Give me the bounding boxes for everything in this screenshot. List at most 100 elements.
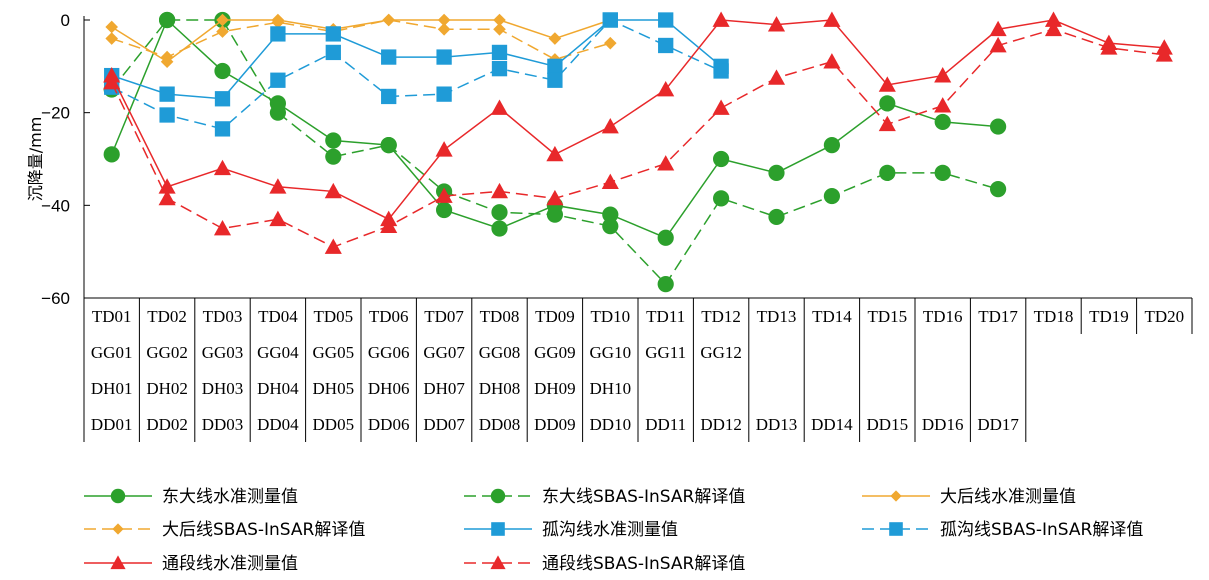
chart-axes: 0 −20 −40 −60 沉降量/mm	[26, 11, 90, 308]
y-tick-label: −20	[41, 104, 70, 123]
category-label: DD03	[202, 415, 244, 434]
data-point	[604, 36, 617, 50]
data-point	[658, 37, 674, 54]
category-label: DD15	[867, 415, 909, 434]
category-label: TD01	[92, 307, 132, 326]
data-point	[768, 164, 785, 181]
series	[104, 12, 729, 137]
data-point	[602, 206, 619, 223]
data-point	[989, 36, 1007, 53]
legend-item: 通段线水准测量值	[84, 554, 298, 574]
data-point	[159, 11, 176, 29]
category-label: TD17	[978, 307, 1018, 326]
category-label: DD05	[313, 415, 355, 434]
category-label: TD09	[535, 307, 575, 326]
category-label: DD14	[811, 415, 853, 434]
category-label: DD16	[922, 415, 964, 434]
data-point	[270, 26, 286, 42]
data-point	[216, 25, 229, 38]
data-point	[602, 218, 619, 235]
data-point	[548, 32, 562, 45]
category-label: DD13	[756, 415, 798, 434]
y-tick-label: 0	[61, 11, 70, 30]
category-label: TD08	[480, 307, 520, 326]
category-label: TD13	[757, 307, 797, 326]
legend-label: 大后线SBAS-InSAR解译值	[162, 520, 365, 540]
data-point	[490, 555, 506, 570]
data-point	[436, 201, 453, 219]
category-label: DH08	[479, 379, 521, 398]
data-point	[437, 22, 451, 36]
legend-label: 孤沟线水准测量值	[542, 520, 678, 540]
category-label: TD19	[1089, 307, 1129, 326]
data-point	[436, 86, 452, 102]
data-point	[879, 95, 896, 112]
data-point	[381, 88, 397, 105]
data-point	[491, 220, 508, 237]
data-point	[547, 72, 563, 88]
data-point	[712, 11, 730, 27]
series-line	[111, 19, 722, 130]
category-label: DD17	[977, 415, 1019, 434]
category-label: TD18	[1034, 307, 1074, 326]
category-label: GG10	[590, 343, 632, 362]
data-point	[990, 118, 1007, 135]
data-point	[159, 107, 175, 123]
category-label: GG04	[257, 343, 299, 362]
data-point	[601, 118, 619, 134]
data-point	[658, 12, 674, 28]
category-label: DD08	[479, 415, 521, 434]
data-point	[879, 164, 896, 181]
category-label: DH04	[257, 379, 299, 398]
legend-item: 东大线SBAS-InSAR解译值	[464, 487, 745, 507]
category-label: TD15	[867, 307, 907, 326]
data-point	[269, 210, 287, 227]
category-label: TD16	[923, 307, 963, 326]
data-point	[934, 164, 951, 181]
data-point	[713, 190, 730, 207]
legend-item: 孤沟线SBAS-InSAR解译值	[862, 520, 1143, 540]
data-point	[767, 69, 786, 85]
category-label: TD05	[313, 307, 353, 326]
data-point	[216, 13, 229, 27]
data-point	[491, 204, 508, 221]
category-label: GG06	[368, 343, 410, 362]
data-point	[435, 187, 453, 203]
series	[105, 13, 617, 66]
category-label: DD07	[423, 415, 465, 434]
series	[103, 11, 1173, 227]
series	[103, 20, 1173, 254]
category-label: GG02	[146, 343, 188, 362]
data-point	[380, 217, 398, 234]
category-label: DH01	[91, 379, 133, 398]
data-point	[105, 32, 118, 45]
series	[105, 13, 617, 68]
data-point	[110, 555, 126, 570]
category-label: GG07	[423, 343, 465, 362]
data-point	[490, 99, 509, 115]
data-point	[1044, 11, 1063, 27]
data-point	[934, 113, 951, 131]
data-point	[601, 173, 619, 190]
data-point	[103, 146, 120, 163]
data-point	[493, 13, 506, 27]
data-point	[269, 104, 286, 121]
category-label: TD07	[424, 307, 464, 326]
category-label: GG03	[202, 343, 244, 362]
category-label: TD12	[701, 307, 741, 326]
data-point	[382, 13, 395, 27]
category-label: DD06	[368, 415, 410, 434]
data-point	[324, 182, 342, 199]
category-label: DH10	[590, 379, 632, 398]
legend-label: 东大线水准测量值	[162, 487, 298, 507]
legend-item: 通段线SBAS-InSAR解译值	[464, 554, 745, 574]
data-point	[110, 488, 126, 504]
data-point	[271, 16, 285, 29]
data-point	[325, 148, 342, 165]
category-label: GG11	[645, 343, 686, 362]
y-axis-label: 沉降量/mm	[26, 117, 45, 202]
data-point	[546, 206, 564, 223]
category-label: DD12	[700, 415, 742, 434]
data-point	[381, 49, 397, 65]
